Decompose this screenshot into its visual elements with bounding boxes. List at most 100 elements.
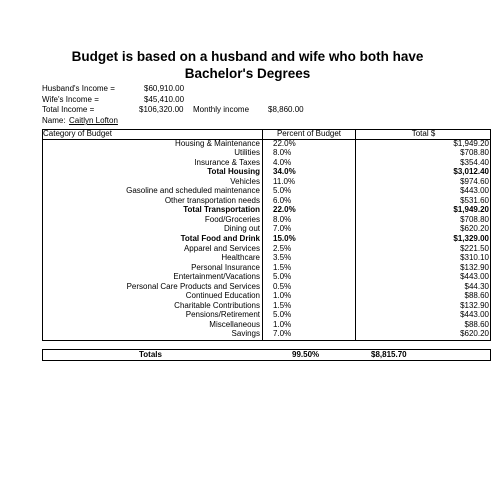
percent-cell: 7.0% bbox=[273, 329, 292, 339]
percent-cell: 15.0% bbox=[273, 234, 296, 244]
category-cell: Gasoline and scheduled maintenance bbox=[126, 186, 260, 196]
husband-income-label: Husband's Income = bbox=[42, 84, 115, 93]
category-cell: Continued Education bbox=[185, 291, 260, 301]
totals-row: Totals 99.50% $8,815.70 bbox=[42, 349, 491, 361]
table-row: Healthcare 3.5% $310.10 bbox=[42, 253, 491, 263]
category-cell: Insurance & Taxes bbox=[194, 157, 260, 167]
total-cell: $132.90 bbox=[460, 262, 489, 272]
table-row: Dining out 7.0% $620.20 bbox=[42, 224, 491, 234]
total-cell: $1,329.00 bbox=[453, 234, 489, 244]
budget-table: Category of Budget Percent of Budget Tot… bbox=[42, 129, 491, 339]
totals-percent: 99.50% bbox=[292, 350, 320, 359]
total-cell: $354.40 bbox=[460, 157, 489, 167]
total-cell: $310.10 bbox=[460, 253, 489, 263]
category-cell: Personal Care Products and Services bbox=[126, 281, 260, 291]
category-cell: Healthcare bbox=[221, 253, 260, 263]
percent-cell: 7.0% bbox=[273, 224, 292, 234]
total-cell: $443.00 bbox=[460, 272, 489, 282]
percent-cell: 5.0% bbox=[273, 272, 292, 282]
total-cell: $1,949.20 bbox=[453, 205, 489, 215]
total-cell: $132.90 bbox=[460, 300, 489, 310]
total-income-label: Total Income = bbox=[42, 105, 95, 115]
category-cell: Entertainment/Vacations bbox=[173, 272, 260, 282]
category-cell: Housing & Maintenance bbox=[175, 138, 260, 148]
table-row: Food/Groceries 8.0% $708.80 bbox=[42, 215, 491, 225]
category-cell: Vehicles bbox=[230, 176, 260, 186]
table-header-row: Category of Budget Percent of Budget Tot… bbox=[42, 129, 491, 139]
table-row: Charitable Contributions 1.5% $132.90 bbox=[42, 301, 491, 311]
wife-income-label: Wife's Income = bbox=[42, 94, 99, 104]
table-row: Personal Insurance 1.5% $132.90 bbox=[42, 263, 491, 273]
subtotal-row: Total Housing 34.0% $3,012.40 bbox=[42, 167, 491, 177]
category-cell: Total Housing bbox=[207, 167, 260, 177]
category-cell: Savings bbox=[231, 329, 260, 339]
header-percent: Percent of Budget bbox=[276, 129, 342, 138]
total-cell: $620.20 bbox=[460, 224, 489, 234]
total-cell: $88.60 bbox=[464, 291, 489, 301]
percent-cell: 22.0% bbox=[273, 205, 296, 215]
page-title-line2: Bachelor's Degrees bbox=[184, 66, 311, 81]
total-cell: $1,949.20 bbox=[453, 138, 489, 148]
total-cell: $221.50 bbox=[460, 243, 489, 253]
total-cell: $3,012.40 bbox=[453, 167, 489, 177]
category-cell: Food/Groceries bbox=[204, 214, 260, 224]
total-cell: $44.30 bbox=[464, 281, 489, 291]
page-title-line1: Budget is based on a husband and wife wh… bbox=[71, 49, 424, 64]
table-row: Insurance & Taxes 4.0% $354.40 bbox=[42, 158, 491, 168]
header-category: Category of Budget bbox=[43, 129, 112, 138]
subtotal-row: Total Transportation 22.0% $1,949.20 bbox=[42, 205, 491, 215]
husband-income-value: $60,910.00 bbox=[144, 84, 185, 93]
table-body: Housing & Maintenance 22.0% $1,949.20 Utili… bbox=[42, 139, 491, 339]
percent-cell: 4.0% bbox=[273, 157, 292, 167]
table-row: Vehicles 11.0% $974.60 bbox=[42, 177, 491, 187]
table-row: Housing & Maintenance 22.0% $1,949.20 bbox=[42, 139, 491, 149]
category-cell: Miscellaneous bbox=[209, 319, 260, 329]
monthly-income-label: Monthly income bbox=[193, 105, 250, 115]
percent-cell: 5.0% bbox=[273, 186, 292, 196]
monthly-income-value: $8,860.00 bbox=[268, 105, 304, 115]
table-row: Other transportation needs 6.0% $531.60 bbox=[42, 196, 491, 206]
total-cell: $708.80 bbox=[460, 148, 489, 158]
table-row: Pensions/Retirement 5.0% $443.00 bbox=[42, 310, 491, 320]
category-cell: Total Food and Drink bbox=[180, 234, 260, 244]
totals-label: Totals bbox=[139, 350, 162, 359]
category-cell: Charitable Contributions bbox=[174, 300, 260, 310]
percent-cell: 8.0% bbox=[273, 214, 292, 224]
table-row: Entertainment/Vacations 5.0% $443.00 bbox=[42, 272, 491, 282]
table-row: Savings 7.0% $620.20 bbox=[42, 329, 491, 339]
percent-cell: 8.0% bbox=[273, 148, 292, 158]
student-name: Caitlyn Lofton bbox=[69, 116, 118, 126]
percent-cell: 2.5% bbox=[273, 243, 292, 253]
percent-cell: 22.0% bbox=[273, 138, 296, 148]
total-cell: $88.60 bbox=[464, 319, 489, 329]
subtotal-row: Total Food and Drink 15.0% $1,329.00 bbox=[42, 234, 491, 244]
percent-cell: 11.0% bbox=[273, 176, 296, 186]
category-cell: Personal Insurance bbox=[191, 262, 260, 272]
table-row: Continued Education 1.0% $88.60 bbox=[42, 291, 491, 301]
total-cell: $708.80 bbox=[460, 214, 489, 224]
category-cell: Total Transportation bbox=[183, 205, 260, 215]
percent-cell: 1.5% bbox=[273, 262, 292, 272]
percent-cell: 5.0% bbox=[273, 310, 292, 320]
total-income-value: $106,320.00 bbox=[139, 105, 184, 115]
total-cell: $974.60 bbox=[460, 176, 489, 186]
name-label: Name: bbox=[42, 116, 66, 126]
header-total: Total $ bbox=[411, 129, 436, 138]
percent-cell: 6.0% bbox=[273, 195, 292, 205]
total-cell: $443.00 bbox=[460, 186, 489, 196]
category-cell: Utilities bbox=[234, 148, 260, 158]
category-cell: Pensions/Retirement bbox=[185, 310, 260, 320]
category-cell: Other transportation needs bbox=[164, 195, 260, 205]
percent-cell: 1.0% bbox=[273, 319, 292, 329]
percent-cell: 1.5% bbox=[273, 300, 292, 310]
category-cell: Dining out bbox=[223, 224, 260, 234]
percent-cell: 34.0% bbox=[273, 167, 296, 177]
total-cell: $531.60 bbox=[460, 195, 489, 205]
totals-amount: $8,815.70 bbox=[371, 350, 407, 359]
total-cell: $620.20 bbox=[460, 329, 489, 339]
table-row: Gasoline and scheduled maintenance 5.0% $4… bbox=[42, 186, 491, 196]
percent-cell: 1.0% bbox=[273, 291, 292, 301]
table-row: Personal Care Products and Services 0.5% $… bbox=[42, 282, 491, 292]
table-row: Utilities 8.0% $708.80 bbox=[42, 148, 491, 158]
table-row: Miscellaneous 1.0% $88.60 bbox=[42, 320, 491, 330]
